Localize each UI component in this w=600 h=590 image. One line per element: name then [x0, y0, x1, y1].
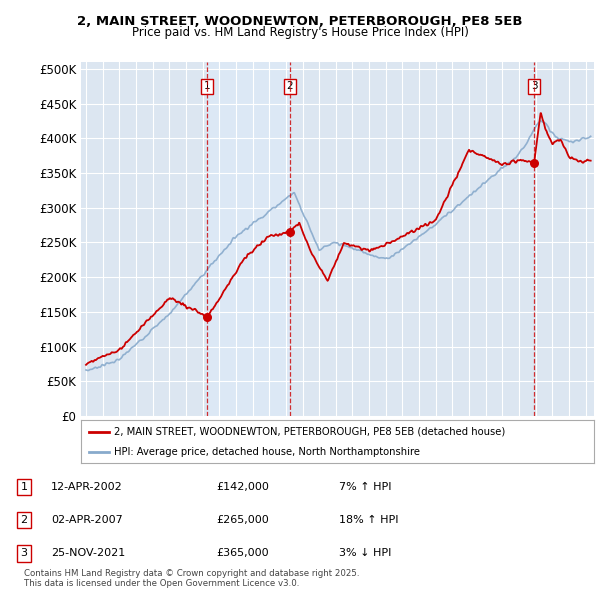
Text: 3: 3	[20, 549, 28, 558]
Text: 2, MAIN STREET, WOODNEWTON, PETERBOROUGH, PE8 5EB: 2, MAIN STREET, WOODNEWTON, PETERBOROUGH…	[77, 15, 523, 28]
Text: 02-APR-2007: 02-APR-2007	[51, 516, 123, 525]
Point	[285, 227, 295, 237]
Text: 18% ↑ HPI: 18% ↑ HPI	[339, 516, 398, 525]
Text: 2: 2	[20, 516, 28, 525]
Text: 1: 1	[20, 482, 28, 491]
Text: 7% ↑ HPI: 7% ↑ HPI	[339, 482, 391, 491]
Point	[529, 158, 539, 168]
Text: Contains HM Land Registry data © Crown copyright and database right 2025.
This d: Contains HM Land Registry data © Crown c…	[24, 569, 359, 588]
Text: 3% ↓ HPI: 3% ↓ HPI	[339, 549, 391, 558]
Text: 1: 1	[204, 81, 211, 91]
Text: HPI: Average price, detached house, North Northamptonshire: HPI: Average price, detached house, Nort…	[115, 447, 421, 457]
Text: 2, MAIN STREET, WOODNEWTON, PETERBOROUGH, PE8 5EB (detached house): 2, MAIN STREET, WOODNEWTON, PETERBOROUGH…	[115, 427, 506, 437]
Text: 2: 2	[287, 81, 293, 91]
Point	[202, 313, 212, 322]
Text: 3: 3	[531, 81, 538, 91]
Bar	[207, 62, 290, 416]
Text: £365,000: £365,000	[216, 549, 269, 558]
Text: Price paid vs. HM Land Registry's House Price Index (HPI): Price paid vs. HM Land Registry's House …	[131, 26, 469, 39]
Text: 12-APR-2002: 12-APR-2002	[51, 482, 123, 491]
Text: £142,000: £142,000	[216, 482, 269, 491]
Text: £265,000: £265,000	[216, 516, 269, 525]
Text: 25-NOV-2021: 25-NOV-2021	[51, 549, 125, 558]
